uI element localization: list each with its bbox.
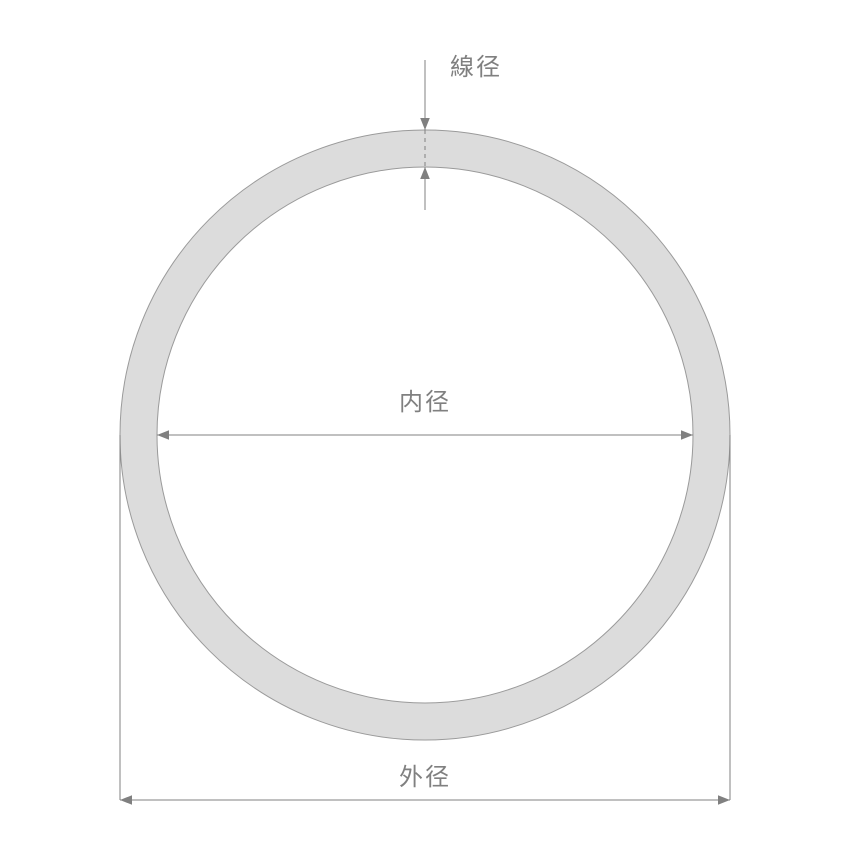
wire-diameter-label: 線径	[450, 54, 502, 81]
wire-dia-arrow-bottom	[420, 167, 430, 179]
inner-diameter-label: 内径	[399, 389, 451, 416]
outer-dia-arrow-right	[718, 795, 730, 805]
inner-dia-arrow-right	[681, 430, 693, 440]
outer-diameter-label: 外径	[399, 764, 451, 791]
inner-dia-arrow-left	[157, 430, 169, 440]
ring-diagram: 外径 内径 線径	[0, 0, 850, 850]
outer-dia-arrow-left	[120, 795, 132, 805]
wire-dia-arrow-top	[420, 118, 430, 130]
